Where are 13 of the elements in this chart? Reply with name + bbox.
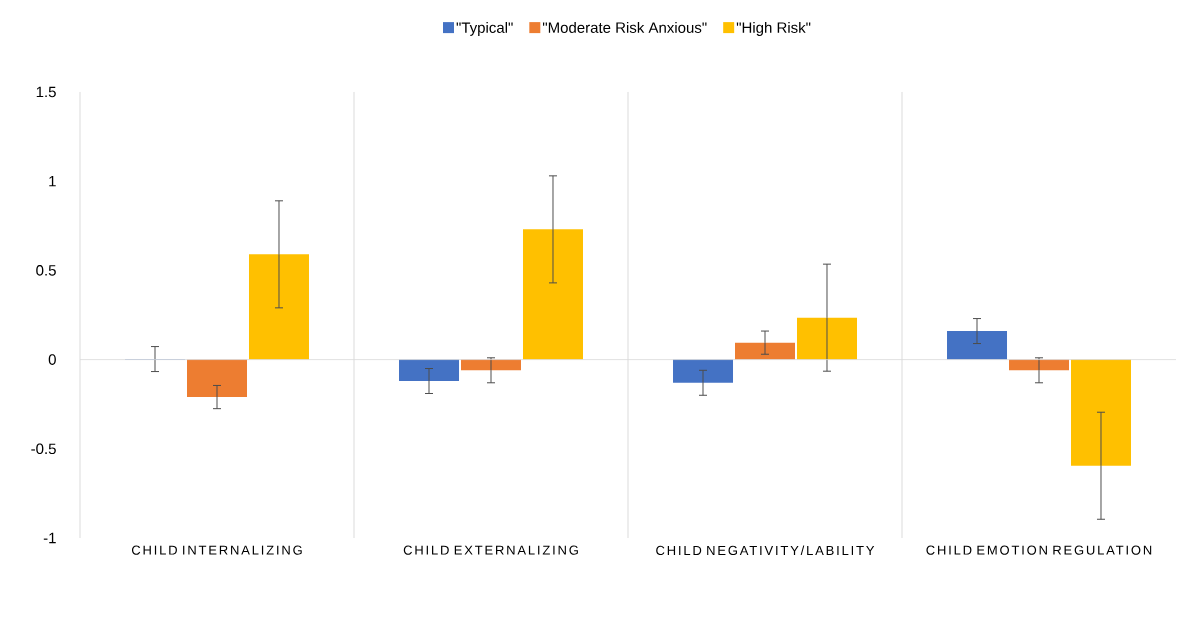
x-tick-label: CHILD EXTERNALIZING: [403, 545, 578, 555]
y-tick-label: 1: [49, 176, 56, 187]
legend-label: "High Risk": [736, 21, 811, 36]
x-tick-label: CHILD INTERNALIZING: [131, 545, 302, 555]
y-tick-label: -0.5: [31, 443, 56, 455]
legend-label: "Typical": [456, 21, 513, 36]
x-tick-label: CHILD NEGATIVITY/LABILITY: [656, 545, 875, 556]
y-tick-label: 1.5: [36, 86, 56, 98]
y-tick-label: 0.5: [36, 265, 56, 276]
y-tick-label: 0: [48, 354, 56, 365]
x-tick-label: CHILD EMOTION REGULATION: [926, 545, 1152, 555]
y-tick-label: -1: [43, 532, 56, 544]
legend-label: "Moderate Risk Anxious": [542, 21, 707, 33]
